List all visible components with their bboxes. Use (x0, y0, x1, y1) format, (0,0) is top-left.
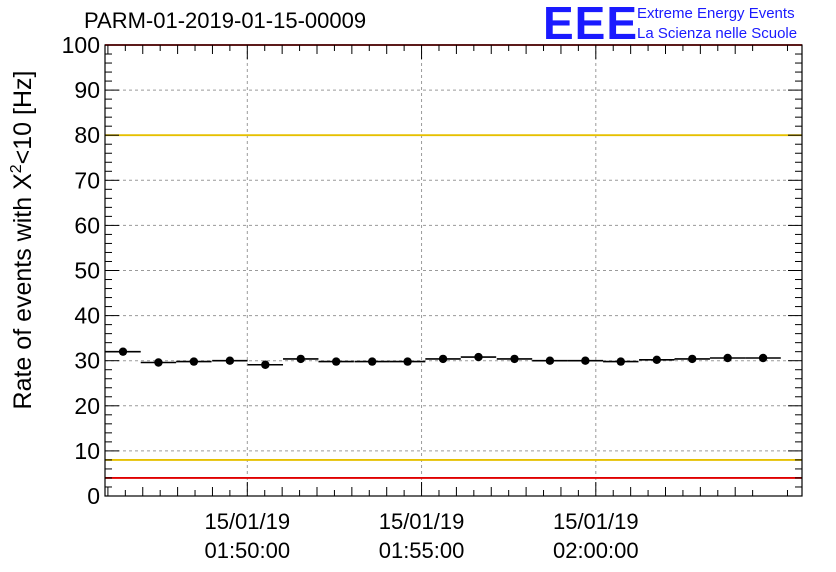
logo-mark: EEE (543, 0, 639, 49)
data-point (118, 347, 128, 356)
data-point (331, 357, 341, 366)
data-point (367, 357, 377, 366)
data-point (296, 354, 305, 364)
logo-line-2: La Scienza nelle Scuole (637, 25, 798, 42)
x-tick-time-label: 01:50:00 (204, 538, 290, 563)
data-point (688, 354, 697, 364)
x-tick-time-label: 01:55:00 (379, 538, 465, 563)
data-point (154, 358, 163, 367)
data-point (723, 353, 732, 363)
reference-lines (105, 44, 802, 479)
x-tick-date-label: 15/01/19 (204, 509, 290, 534)
y-tick-label: 30 (74, 348, 100, 374)
x-tick-time-label: 02:00:00 (553, 538, 639, 563)
y-tick-label: 50 (74, 258, 100, 284)
axis-ticks: 0 10 20 30 40 50 60 70 80 90 100 15/01/19 01:50:00 15… (62, 32, 802, 563)
data-point (438, 354, 448, 364)
y-tick-label: 80 (74, 122, 100, 148)
data-point (652, 355, 661, 364)
data-point (403, 357, 412, 366)
y-tick-label: 90 (74, 77, 100, 103)
data-point (616, 357, 625, 366)
chart-title: PARM-01-2019-01-15-00009 (84, 8, 367, 33)
data-point (545, 356, 555, 365)
data-point (225, 356, 235, 365)
data-point (510, 354, 519, 364)
y-tick-label: 100 (62, 32, 100, 58)
data-point (758, 353, 768, 363)
data-point (189, 357, 199, 366)
x-tick-date-label: 15/01/19 (379, 509, 465, 534)
data-points (105, 347, 781, 369)
logo-line-1: Extreme Energy Events (637, 5, 795, 22)
grid-lines (105, 45, 802, 496)
y-tick-label: 20 (74, 393, 100, 419)
y-tick-label: 0 (87, 483, 100, 509)
y-tick-label: 70 (74, 167, 100, 193)
data-point (474, 352, 483, 362)
y-tick-label: 60 (74, 212, 100, 238)
data-point (581, 356, 590, 365)
y-axis-label-rest: <10 [Hz] (9, 71, 37, 165)
y-tick-label: 40 (74, 303, 100, 329)
y-axis-label: Rate of events with X2<10 [Hz] (8, 71, 37, 410)
data-point (261, 360, 270, 369)
y-tick-label: 10 (74, 438, 100, 464)
y-axis-label-sup: 2 (8, 164, 25, 173)
y-axis-label-main: Rate of events with X (9, 173, 37, 410)
x-tick-date-label: 15/01/19 (553, 509, 639, 534)
